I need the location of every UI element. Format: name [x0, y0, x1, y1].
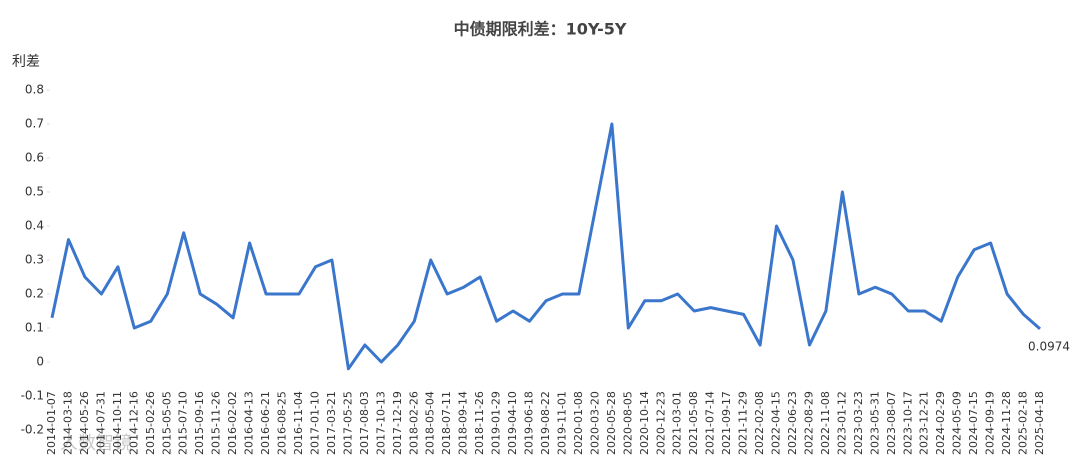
x-tick-label: 2020-05-28 — [605, 391, 618, 455]
y-tick-label: 0.4 — [25, 219, 44, 233]
x-tick-label: 2014-12-16 — [127, 391, 140, 455]
x-tick-label: 2018-02-26 — [407, 391, 420, 455]
x-tick-label: 2015-05-05 — [160, 391, 173, 455]
x-tick-label: 2023-01-12 — [835, 391, 848, 455]
x-tick-label: 2015-07-10 — [177, 391, 190, 455]
x-tick-label: 2016-02-02 — [226, 391, 239, 455]
x-tick-label: 2018-11-26 — [473, 391, 486, 455]
x-tick-label: 2023-10-17 — [901, 391, 914, 455]
x-tick-label: 2022-02-08 — [753, 391, 766, 455]
x-tick-label: 2017-12-19 — [391, 391, 404, 455]
x-tick-label: 2025-02-18 — [1017, 391, 1030, 455]
x-tick-label: 2014-07-31 — [94, 391, 107, 455]
x-tick-label: 2019-08-22 — [539, 391, 552, 455]
x-tick-label: 2018-07-11 — [440, 391, 453, 455]
x-tick-label: 2021-05-08 — [687, 391, 700, 455]
x-tick-label: 2024-05-09 — [951, 391, 964, 455]
data-line — [50, 122, 1041, 371]
y-tick-label: 0 — [36, 355, 44, 369]
x-tick-label: 2022-11-08 — [819, 391, 832, 455]
chart-title: 中债期限利差：10Y-5Y — [454, 20, 627, 39]
x-tick-label: 2016-08-25 — [276, 391, 289, 455]
x-tick-label: 2023-03-23 — [852, 391, 865, 455]
x-tick-label: 2021-03-01 — [671, 391, 684, 455]
x-tick-label: 2020-12-23 — [654, 391, 667, 455]
x-tick-label: 2017-01-10 — [308, 391, 321, 455]
x-tick-label: 2025-04-18 — [1033, 391, 1046, 455]
x-tick-label: 2019-06-18 — [523, 391, 536, 455]
x-tick-label: 2018-09-14 — [457, 391, 470, 455]
y-tick-label: 0.3 — [25, 253, 44, 267]
x-tick-label: 2014-10-11 — [111, 391, 124, 455]
data-label: 0.0974 — [1028, 339, 1070, 353]
x-tick-label: 2021-07-14 — [704, 391, 717, 455]
y-tick-label: 0.6 — [25, 151, 44, 165]
y-tick-label: 0.8 — [25, 83, 44, 97]
x-tick-label: 2019-11-01 — [555, 391, 568, 455]
x-tick-label: 2020-10-14 — [638, 391, 651, 455]
y-axis-label: 利差 — [12, 54, 40, 70]
x-tick-label: 2014-01-07 — [45, 391, 58, 455]
x-tick-label: 2024-07-15 — [967, 391, 980, 455]
x-tick-label: 2016-04-13 — [243, 391, 256, 455]
x-tick-label: 2023-05-31 — [868, 391, 881, 455]
x-tick-label: 2023-12-21 — [918, 391, 931, 455]
y-tick-label: 0.2 — [25, 287, 44, 301]
y-tick-label: -0.1 — [21, 389, 44, 403]
x-tick-label: 2024-09-19 — [984, 391, 997, 455]
x-tick-label: 2017-03-21 — [325, 391, 338, 455]
x-tick-label: 2019-04-10 — [506, 391, 519, 455]
x-tick-label: 2024-02-29 — [934, 391, 947, 455]
x-tick-label: 2022-06-23 — [786, 391, 799, 455]
x-tick-label: 2023-08-07 — [885, 391, 898, 455]
x-tick-label: 2016-06-21 — [259, 391, 272, 455]
x-tick-label: 2021-11-29 — [737, 391, 750, 455]
x-tick-label: 2019-01-29 — [490, 391, 503, 455]
x-tick-label: 2018-05-04 — [424, 391, 437, 455]
x-tick-label: 2017-08-03 — [358, 391, 371, 455]
x-tick-label: 2014-05-26 — [78, 391, 91, 455]
x-tick-label: 2015-02-26 — [144, 391, 157, 455]
x-tick-label: 2020-03-20 — [588, 391, 601, 455]
y-tick-label: -0.2 — [21, 423, 44, 437]
x-tick-label: 2015-11-26 — [210, 391, 223, 455]
x-tick-label: 2024-11-28 — [1000, 391, 1013, 455]
y-tick-label: 0.7 — [25, 117, 44, 131]
x-tick-label: 2017-05-25 — [341, 391, 354, 455]
x-tick-label: 2015-09-16 — [193, 391, 206, 455]
x-tick-label: 2016-11-04 — [292, 391, 305, 455]
x-tick-label: 2021-09-17 — [720, 391, 733, 455]
watermark: 人数智镜 — [60, 433, 132, 454]
x-tick-label: 2022-08-29 — [802, 391, 815, 455]
x-tick-label: 2020-01-08 — [572, 391, 585, 455]
x-tick-label: 2017-10-13 — [374, 391, 387, 455]
x-tick-label: 2014-03-18 — [61, 391, 74, 455]
y-tick-label: 0.5 — [25, 185, 44, 199]
x-tick-label: 2020-08-05 — [621, 391, 634, 455]
y-tick-label: 0.1 — [25, 321, 44, 335]
x-tick-label: 2022-04-15 — [770, 391, 783, 455]
